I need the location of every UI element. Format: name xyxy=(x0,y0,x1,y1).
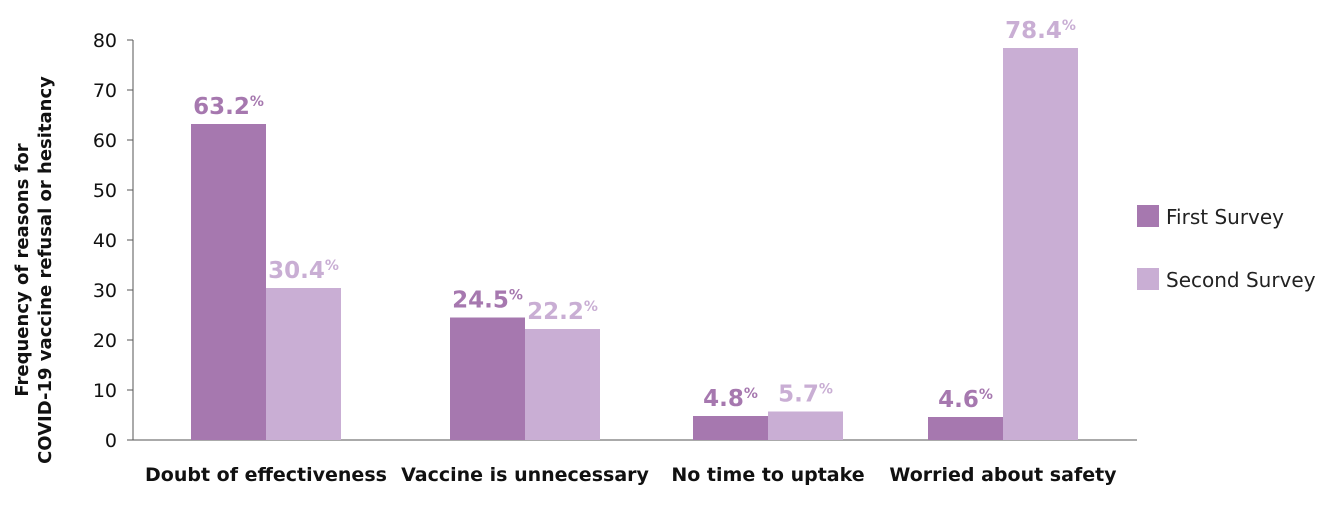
data-label-first-survey-2: 4.8% xyxy=(703,386,758,412)
data-label-second-survey-2: 5.7% xyxy=(778,382,833,408)
bar-first-survey-0 xyxy=(191,124,266,440)
legend-swatch-second-survey xyxy=(1137,268,1159,290)
data-label-value: 78.4 xyxy=(1005,18,1062,44)
data-label-suffix: % xyxy=(584,299,598,315)
y-tick-label: 50 xyxy=(93,180,117,202)
bar-first-survey-1 xyxy=(450,317,525,440)
y-axis-label-line-2: COVID-19 vaccine refusal or hesitancy xyxy=(35,76,56,464)
legend-label-first-survey: First Survey xyxy=(1166,205,1284,229)
data-label-suffix: % xyxy=(325,258,339,274)
data-label-value: 4.6 xyxy=(938,387,979,413)
data-label-suffix: % xyxy=(744,386,758,402)
legend: First Survey Second Survey xyxy=(1137,205,1316,292)
data-label-value: 30.4 xyxy=(268,258,325,284)
data-label-second-survey-1: 22.2% xyxy=(527,299,598,325)
data-label-value: 63.2 xyxy=(193,94,250,120)
y-tick-label: 10 xyxy=(93,380,117,402)
data-label-suffix: % xyxy=(979,387,993,403)
data-label-suffix: % xyxy=(250,94,264,110)
y-tick-label: 60 xyxy=(93,130,117,152)
y-axis-label-line-1: Frequency of reasons for xyxy=(12,143,33,396)
data-label-first-survey-1: 24.5% xyxy=(452,288,523,314)
y-tick-label: 0 xyxy=(105,430,117,452)
bar-second-survey-2 xyxy=(768,411,843,440)
data-label-value: 5.7 xyxy=(778,382,819,408)
legend-label-second-survey: Second Survey xyxy=(1166,268,1316,292)
bar-second-survey-0 xyxy=(266,288,341,440)
y-tick-label: 40 xyxy=(93,230,117,252)
data-label-second-survey-0: 30.4% xyxy=(268,258,339,284)
data-label-suffix: % xyxy=(1062,18,1076,34)
data-label-value: 24.5 xyxy=(452,288,509,314)
bars xyxy=(191,48,1078,440)
bar-second-survey-1 xyxy=(525,329,600,440)
legend-swatch-first-survey xyxy=(1137,205,1159,227)
data-label-suffix: % xyxy=(819,382,833,398)
data-label-first-survey-0: 63.2% xyxy=(193,94,264,120)
y-axis-label: Frequency of reasons for COVID-19 vaccin… xyxy=(12,76,56,464)
bar-second-survey-3 xyxy=(1003,48,1078,440)
y-tick-label: 70 xyxy=(93,80,117,102)
data-labels: 63.2%30.4%24.5%22.2%4.8% 5.7% 4.6%78.4% xyxy=(193,18,1076,413)
data-label-value: 22.2 xyxy=(527,299,584,325)
data-label-value: 4.8 xyxy=(703,386,744,412)
x-category-label: Vaccine is unnecessary xyxy=(401,464,649,486)
y-tick-label: 20 xyxy=(93,330,117,352)
x-category-label: Doubt of effectiveness xyxy=(145,464,387,486)
data-label-first-survey-3: 4.6% xyxy=(938,387,993,413)
x-category-label: No time to uptake xyxy=(671,464,864,486)
data-label-second-survey-3: 78.4% xyxy=(1005,18,1076,44)
data-label-suffix: % xyxy=(509,288,523,304)
bar-first-survey-2 xyxy=(693,416,768,440)
x-category-labels: Doubt of effectiveness Vaccine is unneces… xyxy=(145,464,1117,486)
x-category-label: Worried about safety xyxy=(889,464,1117,486)
y-tick-label: 30 xyxy=(93,280,117,302)
bar-first-survey-3 xyxy=(928,417,1003,440)
y-ticks: 0 10 20 30 40 50 60 70 80 xyxy=(93,30,133,452)
y-tick-label: 80 xyxy=(93,30,117,52)
